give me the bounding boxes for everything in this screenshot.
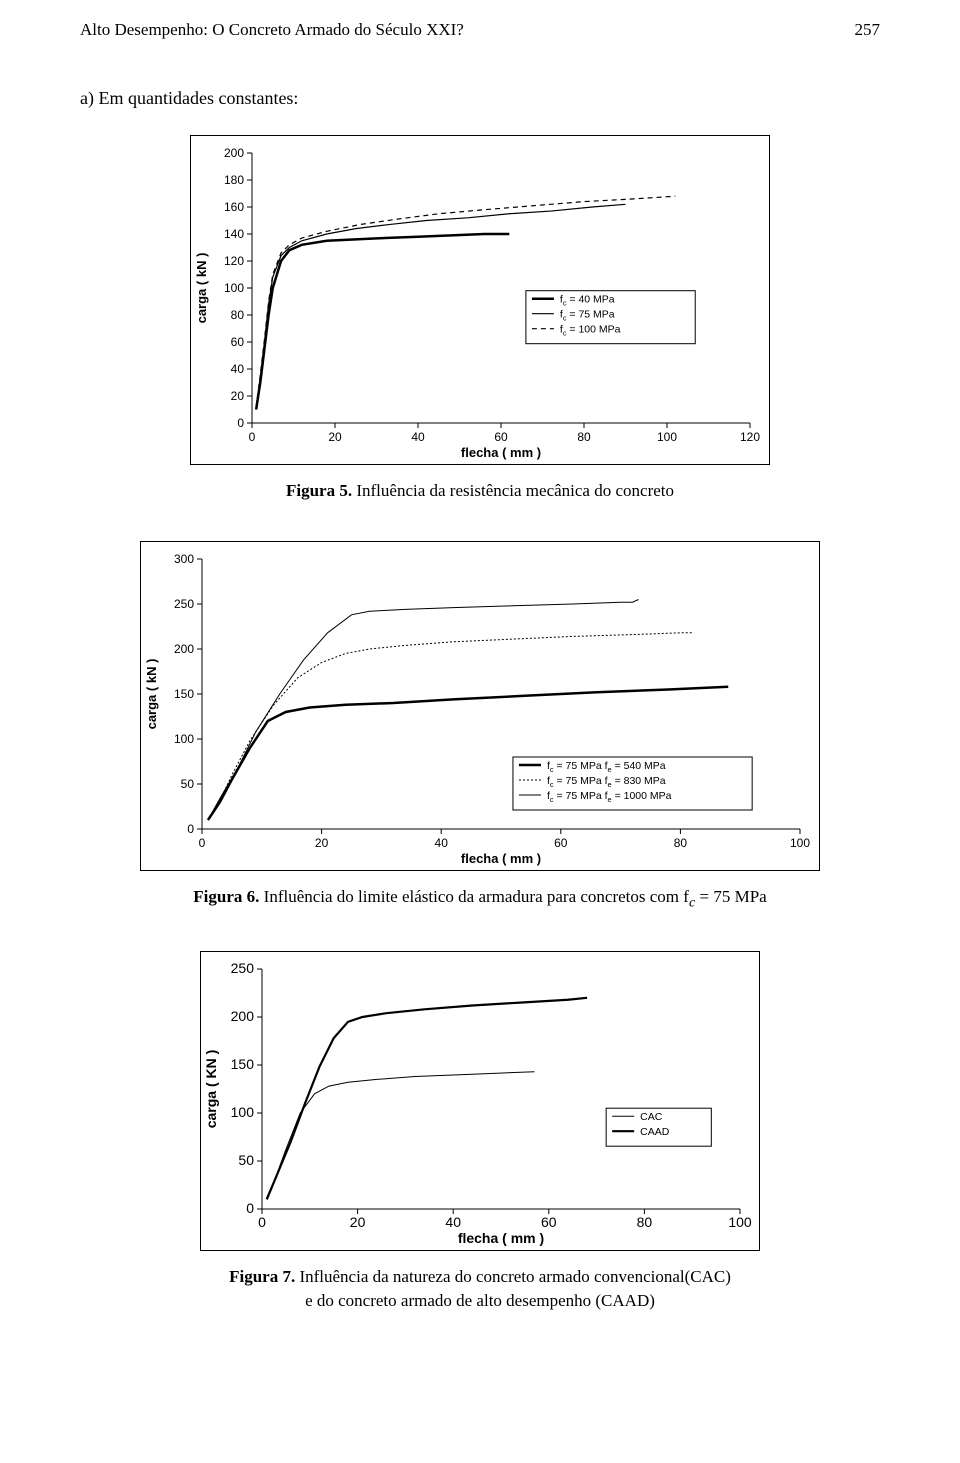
svg-text:200: 200 — [174, 642, 194, 656]
svg-text:fc = 75 MPa fe = 540 MPa: fc = 75 MPa fe = 540 MPa — [547, 760, 666, 774]
svg-text:100: 100 — [174, 732, 194, 746]
figure-6-caption-text-a: Influência do limite elástico da armadur… — [259, 887, 689, 906]
svg-text:carga ( KN ): carga ( KN ) — [203, 1050, 219, 1129]
svg-text:carga ( kN ): carga ( kN ) — [194, 253, 209, 324]
svg-text:40: 40 — [411, 430, 425, 444]
svg-text:100: 100 — [728, 1214, 752, 1230]
svg-text:160: 160 — [224, 200, 244, 214]
svg-text:150: 150 — [174, 687, 194, 701]
svg-text:fc = 40 MPa: fc = 40 MPa — [560, 294, 615, 308]
svg-text:50: 50 — [181, 777, 195, 791]
svg-text:60: 60 — [541, 1214, 557, 1230]
svg-text:250: 250 — [174, 597, 194, 611]
svg-text:20: 20 — [350, 1214, 366, 1230]
svg-text:0: 0 — [237, 416, 244, 430]
svg-text:flecha ( mm ): flecha ( mm ) — [461, 851, 541, 866]
svg-text:0: 0 — [249, 430, 256, 444]
svg-text:60: 60 — [554, 836, 568, 850]
figure-7: 0 20 40 60 80 100 0 50 100 150 200 250 flecha ( mm )… — [80, 951, 880, 1313]
svg-text:200: 200 — [224, 146, 244, 160]
svg-text:80: 80 — [577, 430, 591, 444]
svg-text:20: 20 — [315, 836, 329, 850]
svg-text:100: 100 — [657, 430, 677, 444]
figure-6-caption: Figura 6. Influência do limite elástico … — [193, 885, 766, 913]
svg-text:200: 200 — [231, 1008, 255, 1024]
figure-5-chart: 0 20 40 60 80 100 120 0 20 40 60 80 100 120 140 160 180 2… — [190, 135, 770, 465]
svg-text:CAAD: CAAD — [640, 1126, 670, 1138]
svg-text:100: 100 — [231, 1104, 255, 1120]
svg-text:fc = 75 MPa: fc = 75 MPa — [560, 309, 615, 323]
figure-6-caption-bold: Figura 6. — [193, 887, 259, 906]
svg-text:80: 80 — [674, 836, 688, 850]
svg-text:20: 20 — [231, 389, 245, 403]
svg-text:carga ( kN ): carga ( kN ) — [144, 658, 159, 729]
svg-text:60: 60 — [494, 430, 508, 444]
svg-text:300: 300 — [174, 552, 194, 566]
svg-text:100: 100 — [224, 281, 244, 295]
running-header: Alto Desempenho: O Concreto Armado do Sé… — [80, 20, 880, 40]
svg-text:250: 250 — [231, 960, 255, 976]
svg-text:60: 60 — [231, 335, 245, 349]
figure-7-caption: Figura 7. Influência da natureza do conc… — [229, 1265, 731, 1313]
figure-6: 0 20 40 60 80 100 0 50 100 150 200 250 300 flecha ( m… — [80, 541, 880, 913]
figure-5-caption: Figura 5. Influência da resistência mecâ… — [286, 479, 674, 503]
figure-5: 0 20 40 60 80 100 120 0 20 40 60 80 100 120 140 160 180 2… — [80, 135, 880, 503]
svg-text:50: 50 — [238, 1152, 254, 1168]
svg-text:40: 40 — [231, 362, 245, 376]
section-a-label: a) Em quantidades constantes: — [80, 88, 880, 109]
svg-text:180: 180 — [224, 173, 244, 187]
svg-text:0: 0 — [246, 1200, 254, 1216]
svg-text:100: 100 — [790, 836, 810, 850]
svg-text:fc = 75 MPa fe = 830 MPa: fc = 75 MPa fe = 830 MPa — [547, 775, 666, 789]
svg-text:80: 80 — [637, 1214, 653, 1230]
figure-7-chart: 0 20 40 60 80 100 0 50 100 150 200 250 flecha ( mm )… — [200, 951, 760, 1251]
figure-7-caption-line2: e do concreto armado de alto desempenho … — [305, 1291, 655, 1310]
figure-7-caption-line1: Influência da natureza do concreto armad… — [295, 1267, 731, 1286]
svg-text:flecha ( mm ): flecha ( mm ) — [458, 1230, 544, 1246]
svg-text:0: 0 — [258, 1214, 266, 1230]
figure-5-caption-text: Influência da resistência mecânica do co… — [352, 481, 674, 500]
svg-text:flecha ( mm ): flecha ( mm ) — [461, 445, 541, 460]
page-number: 257 — [855, 20, 881, 40]
svg-text:0: 0 — [199, 836, 206, 850]
svg-text:40: 40 — [435, 836, 449, 850]
svg-text:80: 80 — [231, 308, 245, 322]
running-title: Alto Desempenho: O Concreto Armado do Sé… — [80, 20, 464, 40]
figure-5-caption-bold: Figura 5. — [286, 481, 352, 500]
figure-6-chart: 0 20 40 60 80 100 0 50 100 150 200 250 300 flecha ( m… — [140, 541, 820, 871]
svg-text:0: 0 — [187, 822, 194, 836]
svg-text:140: 140 — [224, 227, 244, 241]
svg-text:40: 40 — [445, 1214, 461, 1230]
svg-text:20: 20 — [328, 430, 342, 444]
figure-7-caption-bold: Figura 7. — [229, 1267, 295, 1286]
svg-text:120: 120 — [224, 254, 244, 268]
svg-text:120: 120 — [740, 430, 760, 444]
svg-text:fc = 100 MPa: fc = 100 MPa — [560, 324, 621, 338]
svg-text:150: 150 — [231, 1056, 255, 1072]
svg-text:CAC: CAC — [640, 1111, 663, 1123]
figure-6-caption-text-b: = 75 MPa — [695, 887, 766, 906]
